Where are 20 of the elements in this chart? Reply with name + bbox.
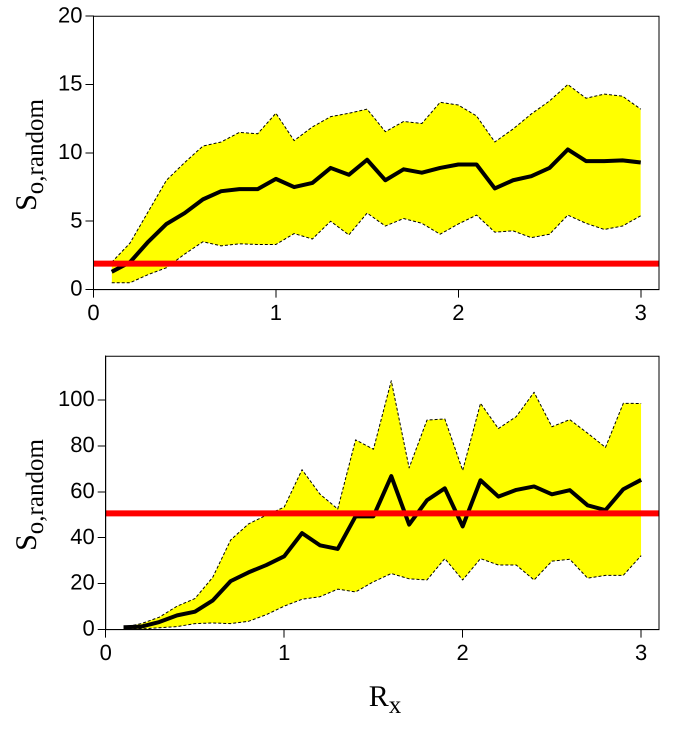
y-tick-label: 10 [58, 138, 82, 164]
y-tick-label: 15 [58, 70, 82, 96]
y-tick-label: 5 [70, 207, 82, 232]
y-tick-label: 20 [58, 2, 82, 28]
x-tick-label: 1 [270, 300, 282, 325]
y-tick-label: 80 [70, 432, 95, 457]
x-tick-label: 2 [456, 640, 469, 665]
line-series [111, 212, 642, 284]
x-axis-title: R$_{x}$ [368, 680, 402, 720]
x-tick-label: 3 [635, 640, 648, 665]
y-tick-label: 40 [70, 524, 95, 549]
x-tick-label: 2 [452, 300, 464, 325]
y-tick-label: 60 [70, 478, 95, 503]
x-tick-label: 3 [634, 300, 647, 325]
x-tick-label: 0 [100, 640, 112, 665]
y-tick-label: 100 [58, 386, 95, 411]
y-tick-label: 0 [70, 276, 82, 301]
y-tick-label: 20 [70, 570, 95, 595]
y-tick-label: 0 [82, 616, 95, 641]
x-tick-label: 1 [278, 640, 290, 665]
